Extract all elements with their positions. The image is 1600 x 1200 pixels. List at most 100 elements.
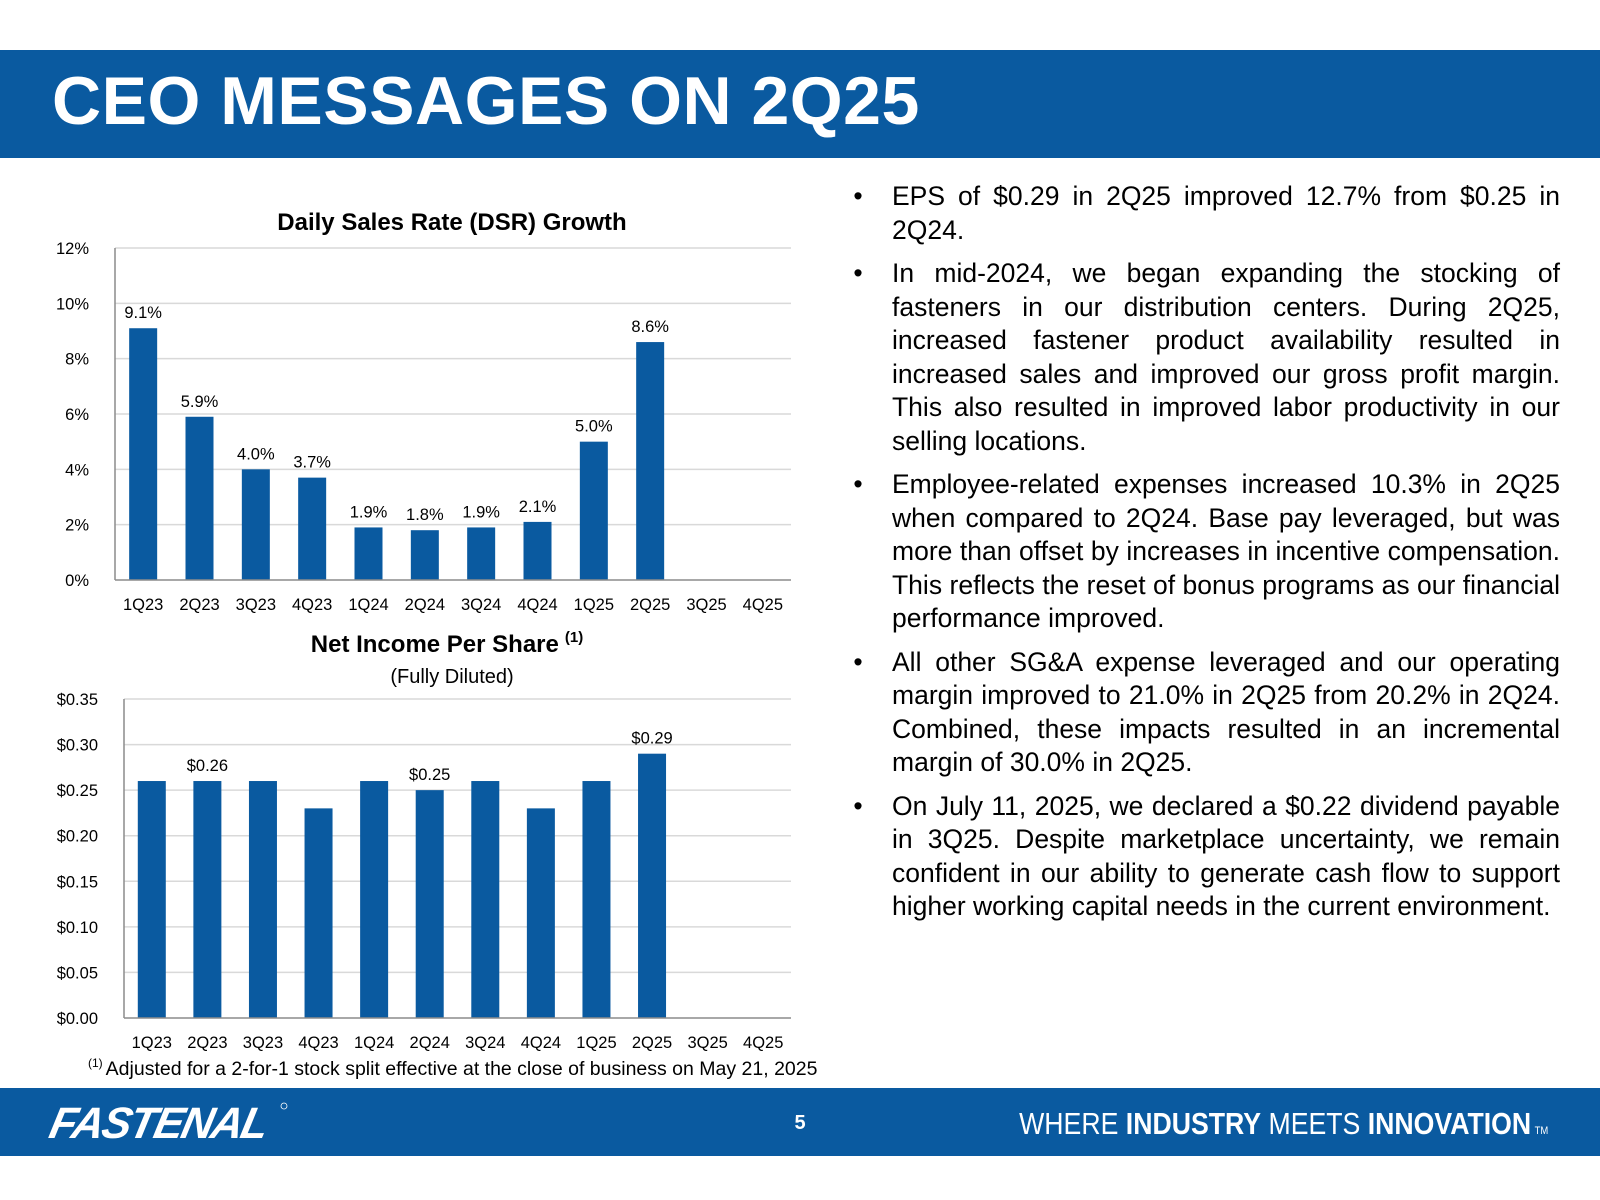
eps-x-tick-label: 4Q24	[521, 1034, 561, 1052]
page-title: CEO MESSAGES ON 2Q25	[52, 63, 920, 139]
dsr-data-label: 1.9%	[350, 503, 388, 521]
dsr-bar	[298, 477, 327, 580]
footnote: (1) Adjusted for a 2-for-1 stock split ef…	[88, 1056, 818, 1080]
dsr-y-tick-label: 10%	[56, 295, 89, 313]
bullet-item: • EPS of $0.29 in 2Q25 improved 12.7% fro…	[848, 180, 1560, 247]
dsr-grid	[115, 247, 791, 526]
eps-grid	[124, 698, 791, 974]
bullet-marker: •	[853, 646, 863, 677]
registered-mark-icon	[280, 1102, 288, 1110]
footnote-marker: (1)	[88, 1056, 103, 1070]
dsr-data-label: 1.9%	[462, 503, 500, 521]
dsr-y-tick-label: 12%	[56, 240, 89, 258]
fastenal-logo-wordmark: FASTENAL	[45, 1099, 271, 1147]
dsr-bar	[523, 521, 552, 580]
eps-y-tick-label: $0.20	[57, 828, 98, 846]
eps-chart-title-superscript: (1)	[565, 629, 583, 646]
dsr-x-tick-label: 1Q24	[348, 596, 388, 614]
eps-x-tick-label: 3Q23	[243, 1034, 283, 1052]
eps-x-tick-label: 4Q25	[743, 1034, 783, 1052]
tagline-word: WHERE	[1018, 1106, 1119, 1141]
eps-x-tick-label: 2Q23	[187, 1034, 227, 1052]
dsr-bar	[636, 342, 665, 580]
dsr-chart-title: Daily Sales Rate (DSR) Growth	[277, 209, 626, 236]
bullet-item: • In mid-2024, we began expanding the sto…	[848, 257, 1560, 458]
bullet-item: • On July 11, 2025, we declared a $0.22 d…	[848, 790, 1560, 924]
dsr-data-labels: 9.1% 5.9% 4.0% 3.7% 1.9% 1.8% 1.9% 2.1% 5.0% 8.6%	[124, 304, 669, 524]
eps-y-tick-label: $0.10	[57, 919, 98, 937]
eps-x-tick-label: 3Q24	[465, 1034, 505, 1052]
dsr-y-tick-label: 4%	[65, 461, 89, 479]
eps-x-tick-label: 1Q23	[132, 1034, 172, 1052]
bullet-text: EPS of $0.29 in 2Q25 improved 12.7% from…	[892, 181, 1560, 245]
dsr-x-tick-label: 3Q25	[686, 596, 726, 614]
footnote-text: Adjusted for a 2-for-1 stock split effec…	[106, 1058, 818, 1080]
dsr-data-label: 9.1%	[124, 304, 162, 322]
eps-y-tick-label: $0.00	[57, 1010, 98, 1028]
eps-y-tick-label: $0.05	[57, 964, 98, 982]
dsr-bar	[241, 469, 270, 580]
dsr-x-tick-label: 2Q25	[630, 596, 670, 614]
eps-x-tick-label: 1Q25	[576, 1034, 616, 1052]
dsr-x-tick-label: 1Q23	[123, 596, 163, 614]
dsr-x-tick-label: 4Q23	[292, 596, 332, 614]
bullet-text: In mid-2024, we began expanding the stoc…	[892, 258, 1560, 456]
eps-bar	[638, 753, 667, 1018]
eps-y-tick-label: $0.30	[57, 737, 98, 755]
eps-x-tick-label: 4Q23	[298, 1034, 338, 1052]
dsr-x-tick-label: 4Q24	[517, 596, 557, 614]
trademark-mark: TM	[1534, 1125, 1548, 1137]
eps-bars	[137, 753, 667, 1018]
eps-y-axis: $0.00 $0.05 $0.10 $0.15 $0.20 $0.25 $0.30 $0.35	[57, 691, 125, 1028]
title-bar: CEO MESSAGES ON 2Q25	[0, 50, 1600, 158]
eps-data-label: $0.25	[409, 766, 450, 784]
eps-chart: Net Income Per Share (1) (Fully Diluted) …	[57, 629, 818, 1080]
tagline-word-bold: INDUSTRY	[1125, 1106, 1261, 1141]
dsr-x-tick-label: 2Q24	[405, 596, 445, 614]
ceo-message-bullets: • EPS of $0.29 in 2Q25 improved 12.7% fro…	[848, 180, 1560, 934]
dsr-data-label: 2.1%	[519, 498, 557, 516]
eps-bar	[248, 781, 277, 1018]
bullet-marker: •	[853, 469, 863, 499]
dsr-x-tick-label: 3Q24	[461, 596, 501, 614]
dsr-x-tick-label: 2Q23	[179, 596, 219, 614]
page-number: 5	[794, 1112, 806, 1134]
tagline-word-bold: INNOVATION	[1367, 1106, 1531, 1141]
dsr-bar	[467, 527, 496, 580]
dsr-data-label: 5.0%	[575, 418, 613, 436]
eps-data-label: $0.26	[187, 757, 228, 775]
eps-y-tick-label: $0.25	[57, 782, 98, 800]
eps-chart-title-text: Net Income Per Share	[311, 631, 559, 658]
eps-y-tick-label: $0.15	[57, 873, 98, 891]
eps-x-tick-label: 1Q24	[354, 1034, 394, 1052]
bullet-text: All other SG&A expense leveraged and our…	[892, 646, 1560, 778]
dsr-bar	[354, 527, 383, 580]
dsr-y-axis: 0% 2% 4% 6% 8% 10% 12%	[56, 240, 116, 590]
bullet-marker: •	[853, 790, 863, 821]
dsr-x-axis: 1Q23 2Q23 3Q23 4Q23 1Q24 2Q24 3Q24 4Q24 1Q25 2Q25…	[115, 579, 791, 614]
fastenal-logo: FASTENAL	[45, 1099, 288, 1148]
dsr-bar	[410, 530, 439, 580]
eps-bar	[415, 790, 444, 1018]
bullet-text: Employee-related expenses increased 10.3…	[892, 469, 1560, 633]
dsr-y-tick-label: 8%	[65, 351, 89, 369]
eps-y-tick-label: $0.35	[57, 691, 98, 709]
eps-bar	[526, 808, 555, 1018]
eps-bar	[360, 781, 389, 1018]
eps-x-tick-label: 2Q25	[632, 1034, 672, 1052]
dsr-data-label: 1.8%	[406, 506, 444, 524]
dsr-x-tick-label: 1Q25	[574, 596, 614, 614]
bullet-text: On July 11, 2025, we declared a $0.22 di…	[892, 790, 1560, 922]
eps-x-axis: 1Q23 2Q23 3Q23 4Q23 1Q24 2Q24 3Q24 4Q24 1Q25 2Q25…	[124, 1017, 791, 1052]
eps-bar	[471, 781, 500, 1018]
eps-bar	[304, 808, 333, 1018]
eps-chart-title: Net Income Per Share (1)	[311, 629, 583, 658]
dsr-bar	[129, 328, 158, 580]
eps-data-labels: $0.26 $0.25 $0.29	[187, 730, 673, 784]
dsr-data-label: 4.0%	[237, 445, 275, 463]
bullet-marker: •	[853, 258, 863, 288]
dsr-bar	[185, 416, 214, 580]
bullet-marker: •	[853, 181, 863, 211]
dsr-growth-chart: Daily Sales Rate (DSR) Growth 9.1% 5.9% 4.…	[56, 209, 791, 614]
bullet-item: • All other SG&A expense leveraged and ou…	[848, 646, 1560, 780]
